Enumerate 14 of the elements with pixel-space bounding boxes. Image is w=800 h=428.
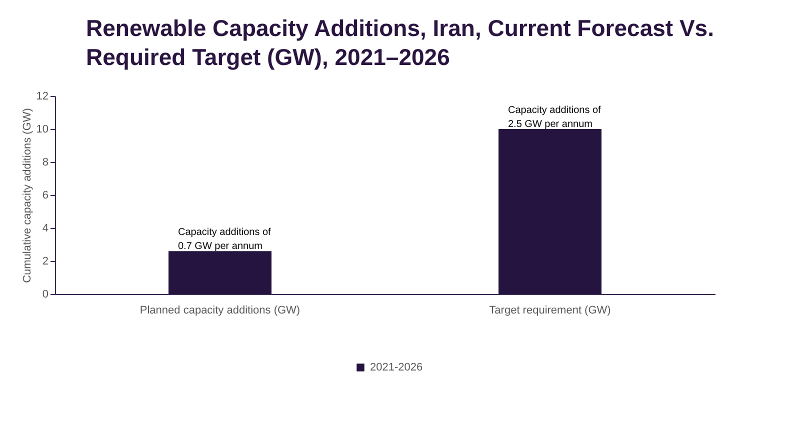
y-tick-label: 12 [36,90,48,102]
x-tick-label: Target requirement (GW) [489,304,611,316]
y-tick-label: 4 [42,222,48,234]
y-tick-label: 6 [42,190,48,202]
y-tick-label: 8 [42,156,48,168]
chart-title: Renewable Capacity Additions, Iran, Current Forecast Vs. Required Target (GW), 2021–2026 [86,14,715,72]
annotation: Capacity additions of 0.7 GW per annum [178,227,272,252]
y-tick-label: 10 [36,124,48,136]
y-axis-title: Cumulative capacity additions (GW) [21,108,34,283]
y-tick-label: 0 [42,288,48,300]
annotation: Capacity additions of 2.5 GW per annum [508,105,602,130]
y-tick-label: 2 [42,256,48,268]
x-tick-label: Planned capacity additions (GW) [140,304,300,316]
legend-label: 2021-2026 [370,362,423,374]
